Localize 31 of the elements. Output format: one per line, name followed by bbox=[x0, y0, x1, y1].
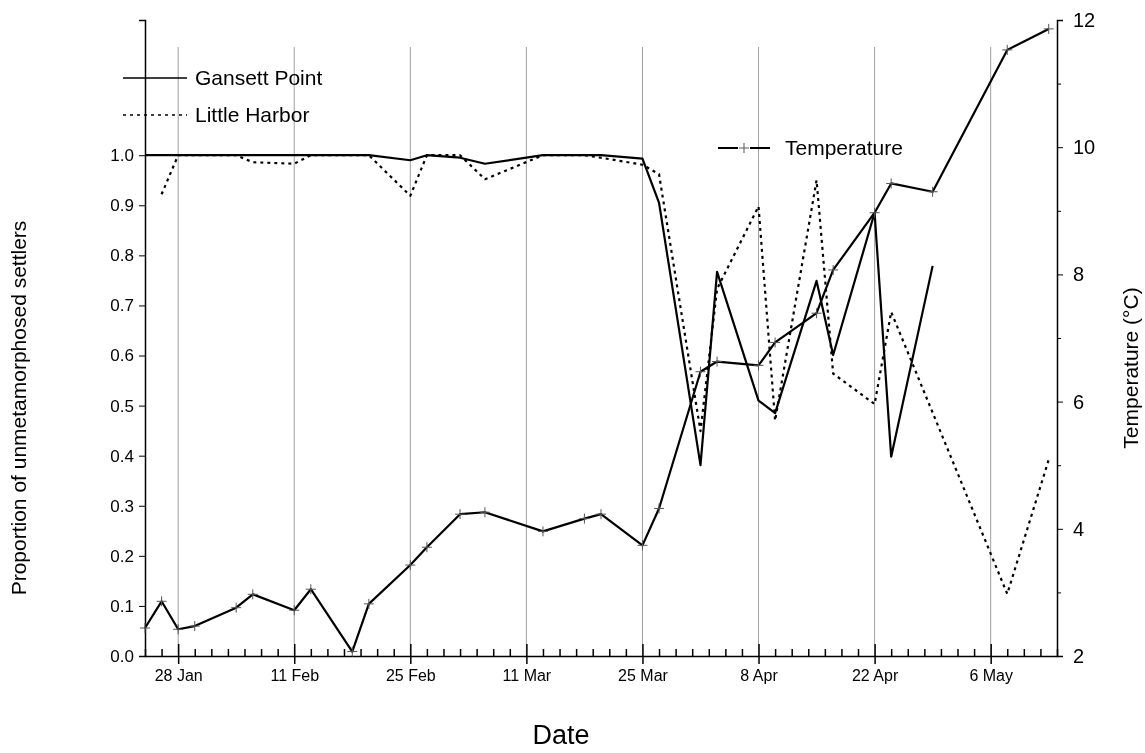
x-tick-label: 25 Mar bbox=[618, 667, 669, 685]
y2-axis-title: Temperature (°C) bbox=[1119, 287, 1142, 449]
y-tick-label: 0.5 bbox=[110, 396, 134, 416]
y2-tick-label: 2 bbox=[1073, 644, 1085, 667]
y2-tick-label: 4 bbox=[1073, 517, 1085, 540]
y-tick-label: 0.8 bbox=[110, 246, 134, 266]
y-tick-label: 0.1 bbox=[110, 596, 134, 616]
x-tick-label: 8 Apr bbox=[740, 667, 779, 685]
y2-tick-label: 12 bbox=[1073, 8, 1096, 31]
y-tick-label: 0.3 bbox=[110, 496, 134, 516]
x-tick-label: 11 Mar bbox=[502, 667, 552, 685]
y-tick-label: 0.2 bbox=[110, 546, 134, 566]
y-tick-label: 0.7 bbox=[110, 296, 134, 316]
y2-tick-label: 6 bbox=[1073, 390, 1085, 413]
x-tick-label: 6 May bbox=[969, 667, 1013, 685]
x-axis-title: Date bbox=[532, 720, 590, 750]
x-tick-label: 25 Feb bbox=[385, 667, 436, 685]
y-tick-label: 1.0 bbox=[110, 146, 134, 166]
x-tick-label: 22 Apr bbox=[851, 667, 899, 685]
legend-label: Gansett Point bbox=[195, 66, 323, 89]
legend-label: Temperature bbox=[785, 136, 903, 159]
y-axis-title: Proportion of unmetamorphosed settlers bbox=[7, 220, 30, 596]
y-tick-label: 0.6 bbox=[110, 346, 134, 366]
x-tick-label: 28 Jan bbox=[154, 667, 203, 685]
x-tick-label: 11 Feb bbox=[270, 667, 320, 685]
y2-tick-label: 10 bbox=[1073, 136, 1096, 159]
y2-tick-label: 8 bbox=[1073, 263, 1085, 286]
legend-label: Little Harbor bbox=[195, 103, 310, 126]
y-tick-label: 0.0 bbox=[110, 646, 134, 666]
y-tick-label: 0.9 bbox=[110, 196, 134, 216]
y-tick-label: 0.4 bbox=[110, 446, 134, 466]
